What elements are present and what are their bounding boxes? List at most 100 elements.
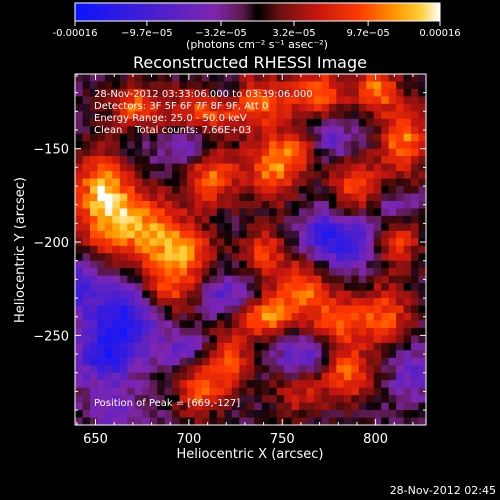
heatmap-cell: [127, 96, 136, 105]
heatmap-cell: [112, 417, 121, 425]
heatmap-cell: [97, 417, 106, 425]
heatmap-cell: [209, 178, 218, 187]
heatmap-cell: [142, 215, 151, 224]
heatmap-cell: [224, 178, 233, 187]
heatmap-cell: [343, 380, 352, 389]
heatmap-cell: [89, 96, 99, 105]
heatmap-cell: [291, 380, 300, 389]
heatmap-cell: [299, 290, 308, 299]
heatmap-cell: [336, 275, 345, 284]
heatmap-cell: [201, 88, 211, 98]
heatmap-cell: [187, 417, 196, 425]
heatmap-cell: [187, 208, 196, 217]
heatmap-cell: [328, 410, 337, 419]
heatmap-cell: [321, 387, 330, 396]
heatmap-cell: [254, 193, 263, 202]
heatmap-cell: [366, 305, 375, 314]
heatmap-cell: [231, 245, 240, 254]
heatmap-cell: [373, 268, 382, 277]
heatmap-cell: [351, 380, 360, 389]
heatmap-cell: [254, 402, 263, 411]
heatmap-cell: [396, 402, 405, 411]
heatmap-cell: [254, 186, 263, 195]
heatmap-cell: [194, 357, 203, 366]
heatmap-cell: [418, 305, 426, 314]
heatmap-cell: [343, 365, 352, 374]
heatmap-cell: [82, 417, 91, 425]
heatmap-cell: [313, 260, 323, 269]
heatmap-cell: [321, 320, 330, 329]
heatmap-cell: [291, 238, 300, 247]
heatmap-cell: [254, 208, 263, 217]
heatmap-cell: [411, 365, 420, 374]
heatmap-cell: [209, 417, 218, 425]
heatmap-cell: [328, 81, 337, 90]
heatmap-cell: [157, 223, 166, 232]
heatmap-cell: [373, 200, 382, 210]
heatmap-cell: [321, 245, 330, 254]
heatmap-cell: [239, 275, 248, 284]
heatmap-cell: [112, 230, 121, 239]
heatmap-cell: [112, 88, 121, 98]
heatmap-cell: [388, 156, 397, 165]
heatmap-cell: [373, 283, 382, 292]
colorbar-tick-label: −3.2e−05: [195, 28, 247, 39]
heatmap-cell: [194, 387, 203, 396]
colorbar-tick-label: 3.2e−05: [272, 28, 315, 39]
heatmap-cell: [97, 253, 106, 262]
heatmap-cell: [127, 208, 136, 217]
heatmap-cell: [179, 268, 188, 277]
heatmap-cell: [142, 81, 151, 90]
heatmap-cell: [373, 245, 382, 254]
heatmap-cell: [216, 141, 225, 150]
heatmap-cell: [194, 245, 203, 254]
heatmap-cell: [351, 275, 360, 284]
heatmap-cell: [358, 223, 367, 232]
heatmap-cell: [396, 380, 405, 389]
heatmap-cell: [343, 372, 352, 381]
heatmap-cell: [224, 305, 233, 314]
heatmap-cell: [112, 350, 121, 359]
heatmap-cell: [261, 193, 270, 202]
heatmap-cell: [336, 96, 345, 105]
heatmap-cell: [411, 148, 420, 157]
heatmap-cell: [172, 171, 181, 180]
heatmap-cell: [231, 103, 240, 112]
heatmap-cell: [194, 118, 203, 127]
heatmap-cell: [231, 186, 240, 195]
heatmap-cell: [269, 260, 278, 269]
heatmap-cell: [328, 215, 337, 224]
heatmap-cell: [157, 312, 166, 322]
heatmap-cell: [112, 208, 121, 217]
heatmap-cell: [299, 96, 308, 105]
heatmap-cell: [187, 200, 196, 210]
heatmap-cell: [172, 88, 181, 98]
heatmap-cell: [149, 111, 158, 120]
heatmap-cell: [75, 395, 84, 404]
heatmap-cell: [127, 88, 136, 98]
heatmap-cell: [224, 88, 233, 98]
heatmap-cell: [284, 357, 293, 366]
heatmap-cell: [119, 402, 128, 411]
heatmap-cell: [418, 320, 426, 329]
heatmap-cell: [351, 111, 360, 120]
heatmap-cell: [396, 342, 405, 351]
heatmap-cell: [358, 178, 367, 187]
heatmap-cell: [97, 402, 106, 411]
heatmap-cell: [306, 171, 315, 180]
heatmap-cell: [231, 208, 240, 217]
heatmap-cell: [75, 223, 84, 232]
heatmap-cell: [403, 342, 412, 351]
heatmap-cell: [82, 215, 91, 224]
heatmap-cell: [358, 200, 367, 210]
heatmap-cell: [82, 245, 91, 254]
heatmap-cell: [373, 163, 382, 172]
heatmap-cell: [89, 253, 99, 262]
heatmap-cell: [172, 230, 181, 239]
heatmap-cell: [239, 118, 248, 127]
heatmap-cell: [127, 148, 136, 157]
heatmap-cell: [388, 186, 397, 195]
heatmap-cell: [75, 380, 84, 389]
heatmap-cell: [306, 223, 315, 232]
heatmap-cell: [172, 215, 181, 224]
